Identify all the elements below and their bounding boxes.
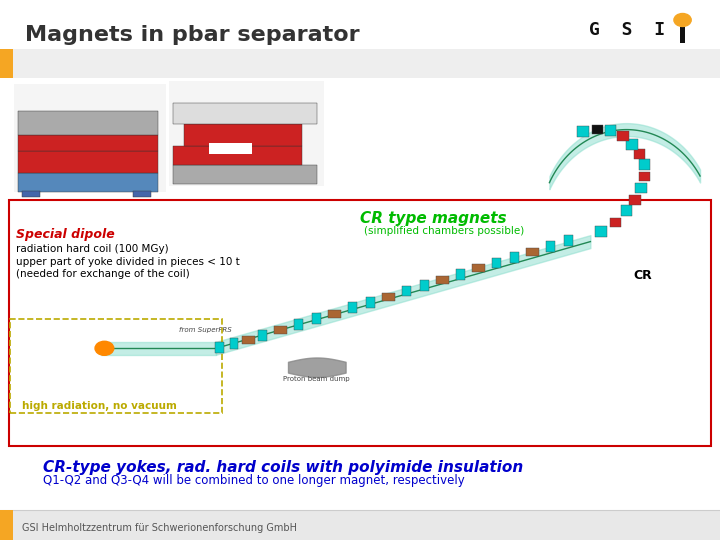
- Bar: [0, 49, 720, 78]
- Bar: [366, 297, 375, 308]
- Bar: [328, 310, 341, 318]
- Bar: [436, 275, 449, 284]
- Bar: [0, 510, 720, 540]
- Bar: [18, 135, 158, 151]
- Bar: [173, 103, 317, 124]
- Text: G  S  I: G S I: [589, 21, 665, 39]
- Bar: [635, 183, 647, 193]
- Text: Q1-Q2 and Q3-Q4 will be combined to one longer magnet, respectively: Q1-Q2 and Q3-Q4 will be combined to one …: [43, 474, 465, 487]
- Bar: [510, 252, 519, 263]
- Bar: [610, 218, 621, 227]
- Text: radiation hard coil (100 MGy): radiation hard coil (100 MGy): [16, 245, 168, 254]
- Bar: [492, 258, 501, 268]
- Bar: [634, 149, 645, 159]
- Text: from SuperFRS: from SuperFRS: [179, 327, 232, 334]
- Bar: [230, 338, 238, 349]
- Bar: [577, 126, 589, 137]
- Bar: [215, 342, 224, 353]
- Text: Special dipole: Special dipole: [16, 228, 114, 241]
- Text: CR type magnets: CR type magnets: [360, 211, 507, 226]
- Bar: [402, 286, 411, 296]
- Circle shape: [95, 341, 114, 355]
- Bar: [18, 173, 158, 192]
- Bar: [639, 159, 650, 170]
- Bar: [680, 27, 685, 43]
- Circle shape: [674, 14, 691, 26]
- Bar: [382, 293, 395, 301]
- Bar: [621, 205, 632, 216]
- Bar: [184, 124, 302, 146]
- Text: (simplified chambers possible): (simplified chambers possible): [364, 226, 524, 235]
- Bar: [294, 319, 303, 330]
- Bar: [18, 151, 158, 173]
- Bar: [348, 302, 357, 313]
- Bar: [595, 226, 607, 237]
- Bar: [0, 510, 13, 540]
- Bar: [0, 49, 13, 78]
- Text: GSI Helmholtzzentrum für Schwerionenforschung GmbH: GSI Helmholtzzentrum für Schwerionenfors…: [22, 523, 297, 533]
- Bar: [133, 191, 151, 197]
- Text: upper part of yoke divided in pieces < 10 t: upper part of yoke divided in pieces < 1…: [16, 257, 240, 267]
- Bar: [169, 81, 324, 186]
- Bar: [22, 191, 40, 197]
- Bar: [312, 313, 321, 324]
- Bar: [9, 200, 711, 446]
- Bar: [626, 139, 638, 150]
- Text: CR: CR: [634, 269, 652, 282]
- Bar: [420, 280, 429, 291]
- Bar: [14, 84, 166, 192]
- Text: CR-type yokes, rad. hard coils with polyimide insulation: CR-type yokes, rad. hard coils with poly…: [43, 460, 523, 475]
- Bar: [605, 125, 616, 136]
- Text: Magnets in pbar separator: Magnets in pbar separator: [25, 25, 360, 45]
- Text: Proton beam dump: Proton beam dump: [284, 376, 350, 382]
- Bar: [173, 146, 302, 165]
- Text: high radiation, no vacuum: high radiation, no vacuum: [22, 401, 176, 411]
- Bar: [258, 330, 267, 341]
- Bar: [526, 247, 539, 255]
- Bar: [617, 131, 629, 141]
- Bar: [209, 143, 252, 154]
- Bar: [274, 326, 287, 334]
- Bar: [639, 172, 650, 181]
- Bar: [472, 265, 485, 272]
- Bar: [173, 165, 317, 184]
- Bar: [10, 319, 222, 413]
- Bar: [242, 335, 255, 344]
- Bar: [456, 269, 465, 280]
- Bar: [564, 235, 573, 246]
- Text: (needed for exchange of the coil): (needed for exchange of the coil): [16, 269, 189, 279]
- Bar: [546, 241, 555, 252]
- Bar: [592, 125, 603, 134]
- Bar: [18, 111, 158, 135]
- Bar: [629, 195, 641, 205]
